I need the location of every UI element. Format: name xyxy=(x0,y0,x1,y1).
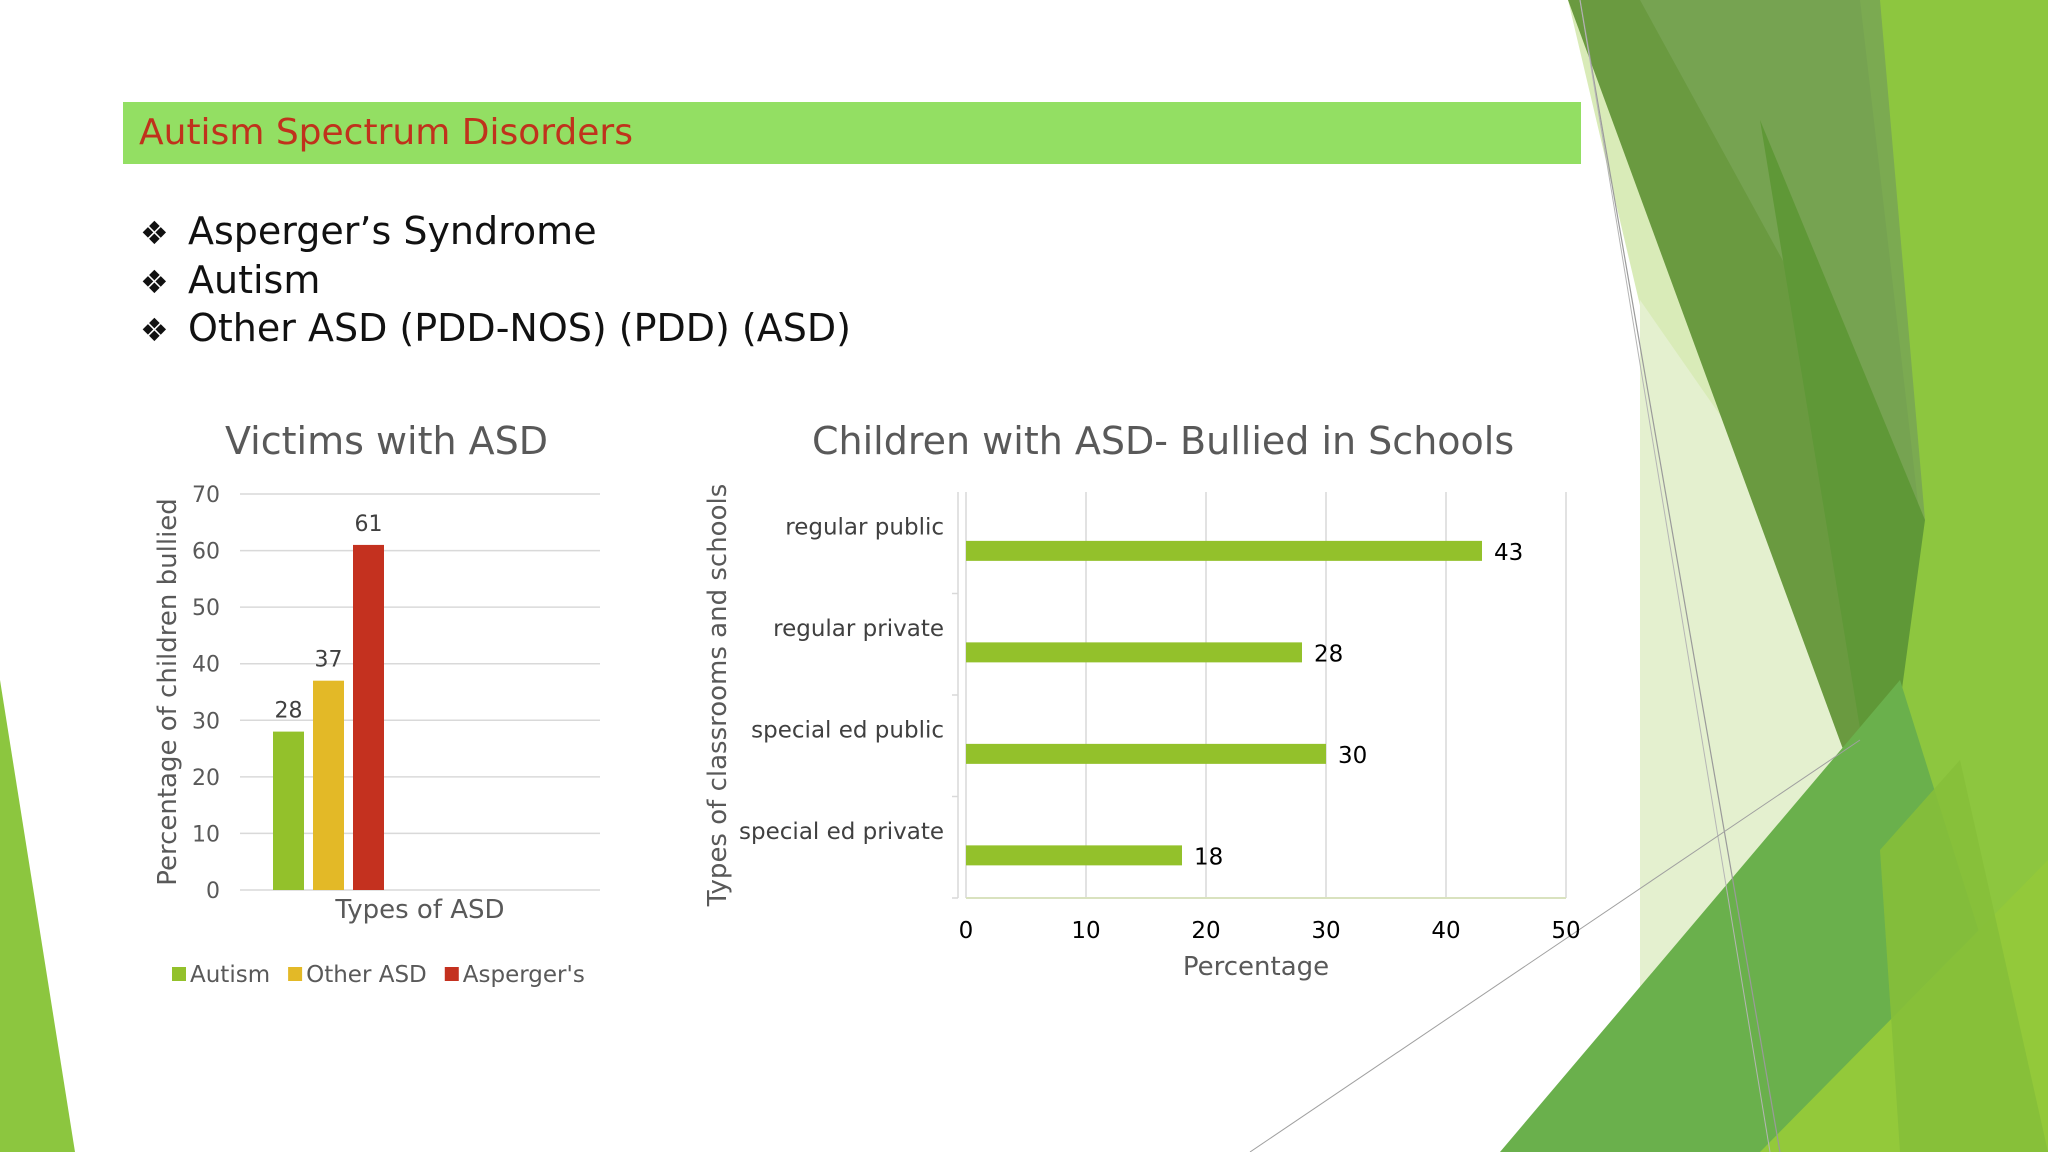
data-label: 43 xyxy=(1494,540,1523,566)
bar-regular-public xyxy=(966,540,1482,561)
y-axis-title: Types of classrooms and schools xyxy=(703,484,733,908)
x-tick-label: 0 xyxy=(959,918,974,944)
y-tick-label: 40 xyxy=(192,653,220,678)
y-tick-label: 0 xyxy=(206,879,220,904)
data-label: 28 xyxy=(275,699,303,724)
bar-regular-private xyxy=(966,642,1302,663)
y-tick-label: 20 xyxy=(192,766,220,791)
thin-line-3 xyxy=(1249,739,1861,1152)
legend-swatch xyxy=(172,967,186,981)
data-label: 18 xyxy=(1194,844,1223,870)
legend-label: Autism xyxy=(190,962,270,988)
y-axis-title: Percentage of children bullied xyxy=(153,498,183,886)
legend-label: Other ASD xyxy=(306,962,427,988)
x-tick-label: 40 xyxy=(1431,918,1460,944)
x-axis-title: Percentage xyxy=(1183,952,1329,982)
bullet-item: ❖ Other ASD (PDD-NOS) (PDD) (ASD) xyxy=(140,305,851,354)
right-facet-accent xyxy=(1880,760,2048,1152)
legend-label: Asperger's xyxy=(463,962,585,988)
category-label: regular public xyxy=(785,515,944,541)
title-bar: Autism Spectrum Disorders xyxy=(123,102,1581,164)
legend-swatch xyxy=(444,967,459,981)
slide-title: Autism Spectrum Disorders xyxy=(139,112,633,153)
chart1-title: Victims with ASD xyxy=(225,419,549,463)
bullied-in-schools-chart: 0 10 20 30 40 50 regular public 43 regular priva… xyxy=(703,484,1581,982)
chart2-title: Children with ASD- Bullied in Schools xyxy=(812,419,1515,463)
right-facet-darkgreen xyxy=(1760,120,1925,850)
bar-special-ed-public xyxy=(966,743,1326,764)
data-label: 28 xyxy=(1314,641,1343,667)
victims-with-asd-chart: 0 10 20 30 40 50 60 70 28 37 61 Types of ASD Percent… xyxy=(153,483,600,988)
y-tick-label: 30 xyxy=(192,709,220,734)
bar-other-asd xyxy=(313,680,344,890)
bullet-list: ❖ Asperger’s Syndrome ❖ Autism ❖ Other ASD … xyxy=(140,208,851,354)
y-tick-label: 10 xyxy=(192,822,220,847)
category-label: special ed private xyxy=(739,819,944,845)
x-tick-label: 50 xyxy=(1551,918,1580,944)
data-label: 30 xyxy=(1338,743,1367,769)
bullet-item: ❖ Autism xyxy=(140,257,851,306)
x-tick-label: 10 xyxy=(1071,918,1100,944)
legend-swatch xyxy=(288,967,303,981)
y-tick-label: 60 xyxy=(192,540,220,565)
x-tick-label: 20 xyxy=(1191,918,1220,944)
bullet-text: Autism xyxy=(188,257,321,302)
category-label: special ed public xyxy=(751,718,944,744)
bullet-item: ❖ Asperger’s Syndrome xyxy=(140,208,851,257)
x-axis-title: Types of ASD xyxy=(334,895,504,925)
thin-line-1 xyxy=(1579,0,1781,1152)
bar-autism xyxy=(273,731,304,890)
y-tick-label: 50 xyxy=(192,596,220,621)
four-diamond-icon: ❖ xyxy=(140,311,169,349)
x-tick-label: 30 xyxy=(1311,918,1340,944)
thin-line-2 xyxy=(1579,0,1771,1152)
category-label: regular private xyxy=(773,616,944,642)
four-diamond-icon: ❖ xyxy=(140,262,169,301)
left-green-sliver xyxy=(0,680,75,1152)
data-label: 61 xyxy=(355,512,383,537)
bar-asperger-s xyxy=(353,544,384,890)
y-tick-label: 70 xyxy=(192,483,220,508)
bar-special-ed-private xyxy=(966,845,1182,866)
four-diamond-icon: ❖ xyxy=(140,214,169,252)
data-label: 37 xyxy=(315,648,343,673)
bullet-text: Asperger’s Syndrome xyxy=(188,209,597,253)
bullet-text: Other ASD (PDD-NOS) (PDD) (ASD) xyxy=(188,306,851,350)
